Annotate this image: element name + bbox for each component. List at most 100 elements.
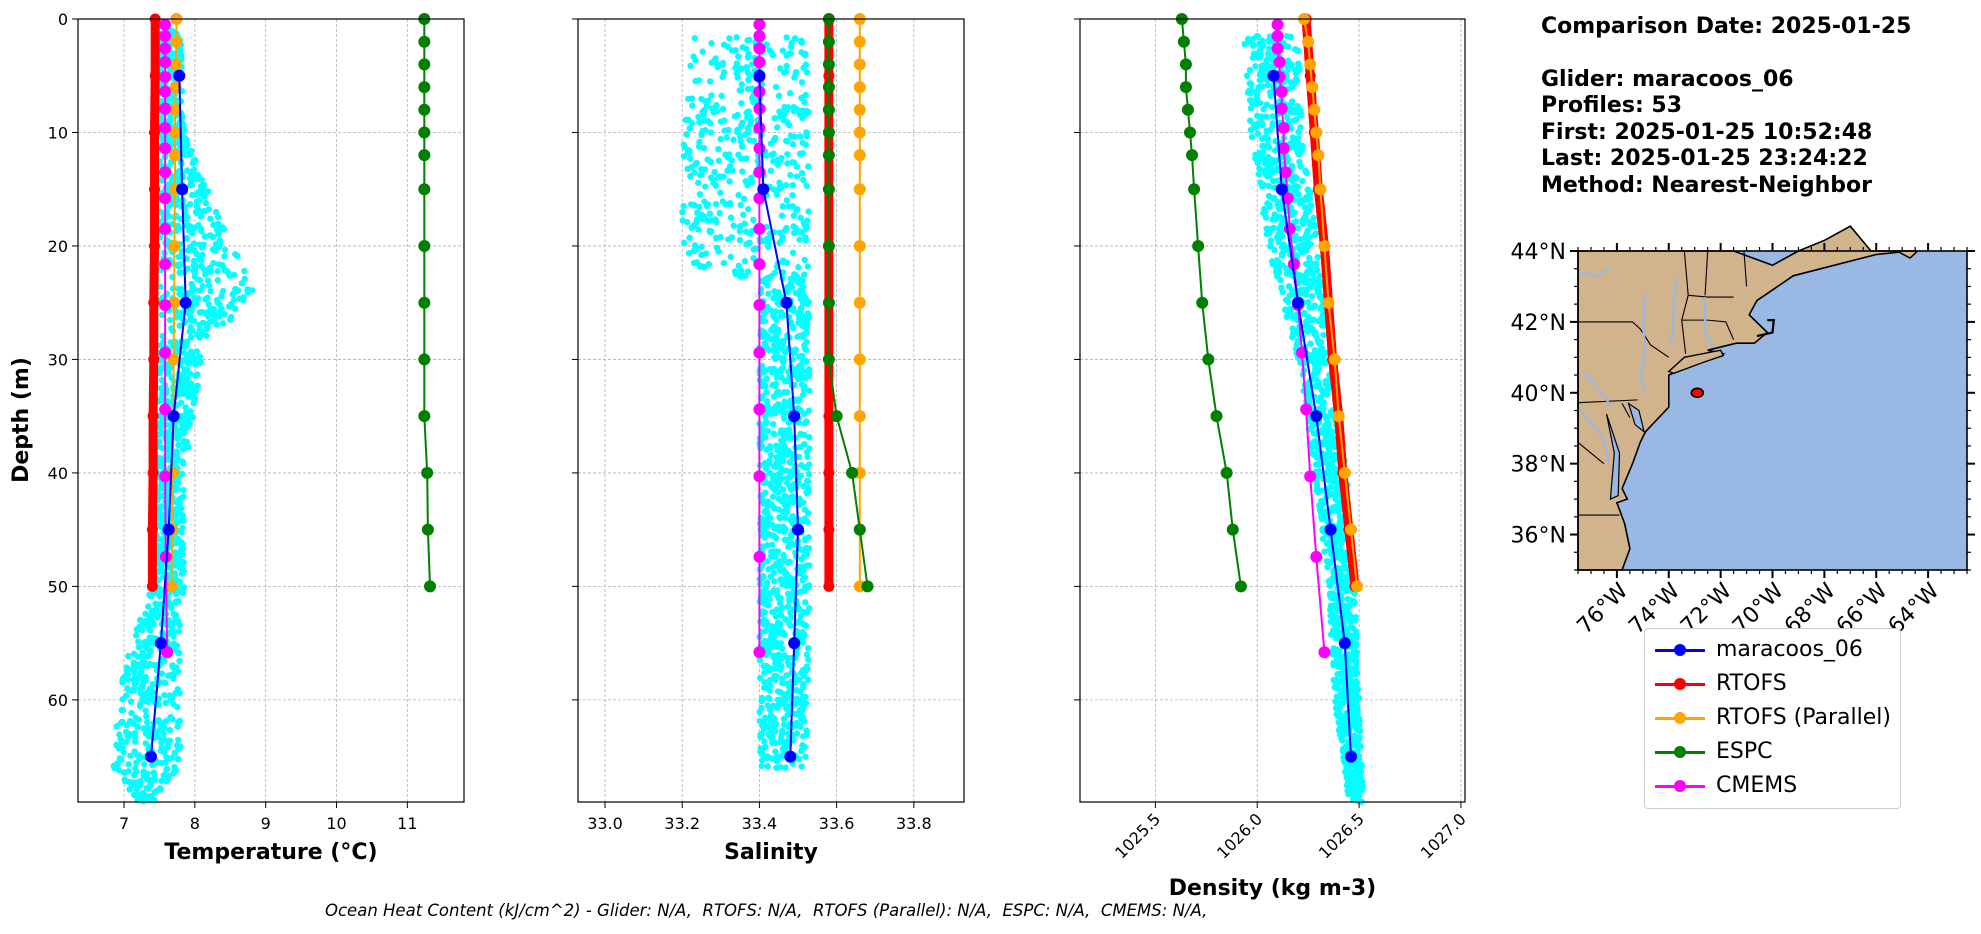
- series-point: [757, 183, 770, 196]
- glider-raw-point: [785, 730, 792, 737]
- glider-raw-point: [788, 614, 795, 621]
- glider-raw-point: [1264, 135, 1272, 143]
- series-point: [830, 410, 843, 423]
- glider-raw-point: [174, 431, 181, 438]
- glider-raw-point: [158, 311, 166, 319]
- glider-raw-point: [166, 316, 174, 324]
- glider-raw-point: [172, 539, 179, 547]
- glider-raw-point: [740, 211, 747, 218]
- glider-raw-point: [746, 36, 753, 44]
- glider-raw-point: [1348, 689, 1356, 696]
- glider-raw-point: [771, 633, 778, 640]
- glider-raw-point: [803, 69, 811, 76]
- glider-raw-point: [1319, 311, 1327, 318]
- glider-raw-point: [769, 493, 777, 500]
- glider-raw-point: [801, 420, 809, 427]
- glider-raw-point: [1255, 152, 1263, 159]
- series-point: [753, 102, 766, 115]
- glider-raw-point: [1313, 267, 1321, 274]
- series-point: [753, 142, 766, 155]
- glider-raw-point: [768, 627, 775, 635]
- glider-raw-point: [1294, 224, 1302, 232]
- glider-raw-point: [1334, 506, 1341, 513]
- series-point: [753, 18, 766, 31]
- glider-raw-point: [188, 334, 195, 341]
- glider-raw-point: [1312, 360, 1319, 367]
- glider-raw-point: [777, 612, 785, 619]
- glider-raw-point: [683, 131, 690, 138]
- glider-raw-point: [159, 332, 166, 340]
- series-point: [1177, 35, 1190, 48]
- glider-raw-point: [214, 268, 221, 275]
- glider-raw-point: [783, 197, 791, 204]
- glider-raw-point: [803, 129, 810, 136]
- glider-raw-point: [799, 576, 806, 584]
- glider-raw-point: [169, 50, 176, 58]
- glider-raw-point: [142, 610, 149, 617]
- legend-marker: [1674, 678, 1686, 690]
- series-point: [165, 580, 178, 593]
- glider-raw-point: [723, 134, 730, 141]
- map-lat-label: 36°N: [1511, 524, 1566, 549]
- glider-raw-point: [191, 395, 199, 402]
- glider-raw-point: [767, 451, 775, 459]
- glider-raw-point: [115, 742, 123, 749]
- glider-raw-point: [132, 714, 139, 721]
- glider-raw-point: [742, 131, 749, 138]
- glider-raw-point: [766, 687, 773, 694]
- glider-raw-point: [1338, 700, 1345, 707]
- glider-raw-point: [800, 680, 807, 688]
- glider-raw-point: [802, 234, 809, 241]
- glider-raw-point: [181, 134, 188, 142]
- glider-raw-point: [175, 617, 182, 625]
- glider-raw-point: [763, 398, 771, 405]
- legend-item-rtofs: RTOFS: [1645, 670, 1900, 700]
- glider-raw-point: [771, 114, 778, 122]
- glider-raw-point: [157, 462, 164, 470]
- glider-raw-point: [707, 174, 715, 181]
- glider-raw-point: [770, 532, 778, 539]
- legend-label: CMEMS: [1716, 773, 1798, 798]
- series-point: [176, 183, 189, 196]
- glider-raw-point: [166, 726, 174, 734]
- glider-raw-point: [780, 508, 787, 515]
- glider-raw-point: [737, 155, 745, 162]
- series-point: [853, 35, 866, 48]
- glider-raw-point: [782, 526, 789, 533]
- glider-raw-point: [798, 708, 805, 715]
- glider-raw-point: [140, 771, 148, 778]
- series-point: [823, 580, 835, 592]
- glider-raw-point: [680, 153, 688, 160]
- glider-raw-point: [1331, 684, 1339, 691]
- glider-raw-point: [1299, 273, 1307, 281]
- land: [1577, 225, 1910, 571]
- glider-raw-point: [241, 267, 248, 275]
- glider-raw-point: [1254, 33, 1262, 40]
- glider-raw-point: [1324, 422, 1332, 430]
- glider-raw-point: [773, 326, 780, 333]
- series-point: [822, 58, 835, 71]
- series-point: [1306, 81, 1319, 94]
- glider-raw-point: [1270, 194, 1278, 202]
- glider-raw-point: [240, 293, 247, 301]
- series-point: [780, 296, 793, 309]
- glider-raw-point: [793, 173, 801, 180]
- glider-raw-point: [762, 342, 769, 349]
- glider-raw-point: [798, 763, 805, 770]
- glider-raw-point: [761, 678, 768, 686]
- glider-raw-point: [180, 493, 187, 501]
- x-axis-label: Salinity: [724, 840, 818, 865]
- series-point: [161, 646, 174, 659]
- glider-raw-point: [223, 268, 231, 275]
- y-tick-label: 30: [48, 350, 68, 369]
- glider-raw-point: [698, 251, 705, 259]
- glider-raw-point: [783, 106, 791, 114]
- series-point: [159, 258, 172, 271]
- series-point: [146, 524, 158, 536]
- glider-raw-point: [174, 755, 181, 762]
- glider-raw-point: [717, 118, 725, 125]
- glider-raw-point: [682, 116, 690, 124]
- glider-raw-point: [158, 376, 166, 384]
- series-point: [418, 81, 431, 94]
- glider-raw-point: [172, 477, 179, 484]
